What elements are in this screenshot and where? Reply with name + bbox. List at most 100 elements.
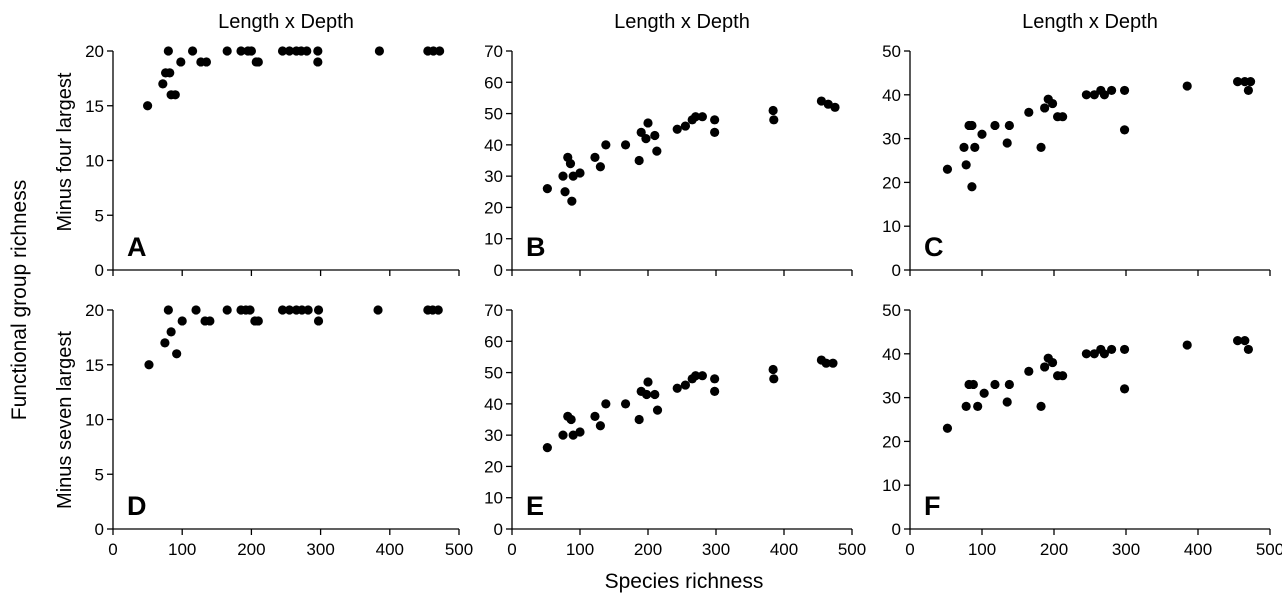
- y-tick-label: 40: [484, 136, 503, 155]
- data-point: [188, 46, 197, 55]
- data-point: [653, 406, 662, 415]
- data-point: [830, 103, 839, 112]
- x-tick-label: 200: [237, 540, 265, 559]
- y-tick-label: 70: [484, 301, 503, 320]
- data-point: [178, 316, 187, 325]
- panel-letter: D: [127, 491, 147, 521]
- data-point: [601, 140, 610, 149]
- data-point: [1040, 362, 1049, 371]
- data-point: [943, 165, 952, 174]
- data-point: [1005, 380, 1014, 389]
- panel-a: 0 5 10 15 20 Length x Depth A: [85, 11, 459, 280]
- y-tick-label: 10: [484, 230, 503, 249]
- data-point: [566, 159, 575, 168]
- data-point: [769, 374, 778, 383]
- panel-letter: A: [127, 232, 147, 262]
- data-point: [977, 130, 986, 139]
- data-point: [223, 305, 232, 314]
- panel-e: 0 10 20 30 40 50 60 70 0 100 200 300 400 500 E: [484, 301, 866, 559]
- x-axis-label: Species richness: [605, 570, 764, 593]
- data-point: [596, 421, 605, 430]
- panel-letter: E: [526, 491, 544, 521]
- data-point: [1003, 397, 1012, 406]
- y-tick-label: 30: [882, 389, 901, 408]
- y-tick-label: 50: [484, 105, 503, 124]
- x-tick-label: 300: [1112, 540, 1140, 559]
- data-point: [635, 415, 644, 424]
- x-tick-label: 0: [905, 540, 914, 559]
- y-tick-label: 15: [85, 356, 104, 375]
- x-tick-label: 300: [702, 540, 730, 559]
- data-point: [165, 68, 174, 77]
- y-tick-label: 10: [85, 411, 104, 430]
- data-point: [1183, 81, 1192, 90]
- x-tick-label: 100: [566, 540, 594, 559]
- data-point: [967, 182, 976, 191]
- data-point: [543, 443, 552, 452]
- data-point: [435, 46, 444, 55]
- data-point: [313, 46, 322, 55]
- data-point: [967, 121, 976, 130]
- data-point: [1244, 86, 1253, 95]
- data-point: [302, 46, 311, 55]
- data-point: [943, 424, 952, 433]
- data-point: [673, 384, 682, 393]
- y-tick-label: 30: [484, 167, 503, 186]
- data-point: [1058, 112, 1067, 121]
- data-point: [158, 79, 167, 88]
- data-point: [1024, 108, 1033, 117]
- panel-letter: C: [924, 232, 944, 262]
- data-point: [143, 101, 152, 110]
- panel-b: 0 10 20 30 40 50 60 70 Length x Depth B: [484, 11, 852, 280]
- y-tick-label: 50: [882, 42, 901, 61]
- data-point: [710, 128, 719, 137]
- y-tick-label: 50: [484, 364, 503, 383]
- y-tick-label: 0: [892, 520, 901, 539]
- data-point: [621, 399, 630, 408]
- y-tick-label: 60: [484, 332, 503, 351]
- y-tick-label: 10: [882, 476, 901, 495]
- data-point: [590, 412, 599, 421]
- data-point: [601, 399, 610, 408]
- data-point: [635, 156, 644, 165]
- data-point: [769, 365, 778, 374]
- data-point: [434, 305, 443, 314]
- data-point: [769, 106, 778, 115]
- x-tick-label: 400: [376, 540, 404, 559]
- data-point: [558, 431, 567, 440]
- data-point: [990, 380, 999, 389]
- data-point: [1246, 77, 1255, 86]
- data-point: [176, 57, 185, 66]
- data-point: [304, 305, 313, 314]
- data-point: [959, 143, 968, 152]
- data-point: [314, 305, 323, 314]
- data-point: [590, 153, 599, 162]
- x-tick-label: 200: [634, 540, 662, 559]
- data-point: [1058, 371, 1067, 380]
- x-tick-label: 0: [507, 540, 516, 559]
- data-point: [167, 327, 176, 336]
- y-tick-label: 20: [882, 432, 901, 451]
- data-point: [567, 197, 576, 206]
- data-point: [990, 121, 999, 130]
- data-point: [543, 184, 552, 193]
- data-point: [223, 46, 232, 55]
- data-point: [1036, 143, 1045, 152]
- data-point: [575, 168, 584, 177]
- data-point: [247, 46, 256, 55]
- y-tick-label: 0: [494, 520, 503, 539]
- panel-letter: B: [526, 232, 546, 262]
- data-point: [164, 305, 173, 314]
- data-point: [962, 160, 971, 169]
- data-point: [1107, 345, 1116, 354]
- y-tick-label: 10: [484, 489, 503, 508]
- y-tick-label: 0: [95, 261, 104, 280]
- y-tick-label: 5: [95, 465, 104, 484]
- data-point: [1036, 402, 1045, 411]
- data-point: [980, 389, 989, 398]
- data-point: [596, 162, 605, 171]
- panel-title: Length x Depth: [1022, 11, 1158, 33]
- data-point: [1003, 138, 1012, 147]
- y-tick-label: 0: [892, 261, 901, 280]
